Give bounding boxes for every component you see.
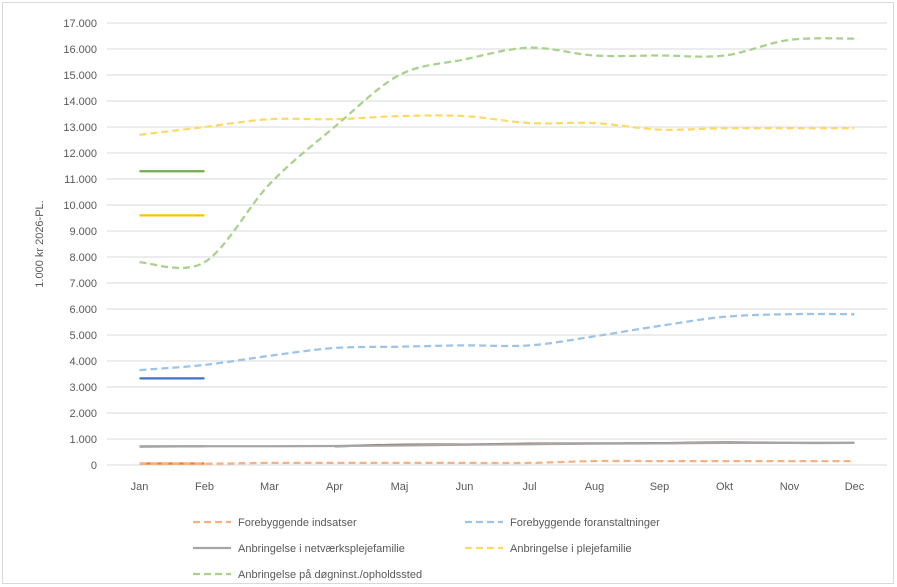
legend-label: Anbringelse i plejefamilie [510, 543, 632, 555]
x-tick-label: Aug [585, 481, 605, 493]
series-line [139, 114, 855, 136]
y-tick-label: 6.000 [69, 304, 97, 316]
series-lines [139, 37, 855, 465]
y-tick-label: 4.000 [69, 356, 97, 368]
x-tick-label: Mar [260, 481, 279, 493]
series-line [139, 441, 855, 448]
legend: Forebyggende indsatser Forebyggende foran… [193, 517, 660, 581]
y-tick-label: 17.000 [63, 18, 97, 30]
x-tick-label: Dec [845, 481, 865, 493]
x-tick-label: Sep [650, 481, 670, 493]
x-tick-label: Jun [456, 481, 474, 493]
y-tick-label: 8.000 [69, 252, 97, 264]
y-tick-label: 1.000 [69, 434, 97, 446]
y-tick-label: 0 [91, 460, 97, 472]
x-tick-label: Maj [391, 481, 409, 493]
y-axis-label: 1.000 kr 2026-PL. [34, 200, 46, 287]
y-tick-label: 9.000 [69, 226, 97, 238]
y-tick-label: 11.000 [64, 174, 97, 186]
y-tick-label: 16.000 [63, 44, 97, 56]
gridlines [107, 22, 887, 466]
x-tick-label: Jan [131, 481, 149, 493]
legend-label: Anbringelse på døgninst./opholdssted [238, 569, 422, 581]
x-tick-label: Nov [780, 481, 800, 493]
legend-label: Forebyggende foranstaltninger [510, 517, 660, 529]
x-tick-label: Jul [522, 481, 536, 493]
series-line [139, 459, 855, 465]
y-tick-label: 2.000 [69, 408, 97, 420]
y-tick-label: 13.000 [63, 122, 97, 134]
x-tick-label: Apr [326, 481, 343, 493]
extra-series [139, 170, 855, 465]
legend-label: Forebyggende indsatser [238, 517, 357, 529]
series-line [139, 37, 855, 270]
legend-label: Anbringelse i netværksplejefamilie [238, 543, 405, 555]
x-axis-ticks: Jan Feb Mar Apr Maj Jun Jul Aug Sep Okt Nov Dec [131, 481, 865, 493]
y-tick-label: 12.000 [63, 148, 97, 160]
line-chart: 0 1.000 2.000 3.000 4.000 5.000 6.000 7.000 8.00… [34, 18, 887, 581]
y-axis-ticks: 0 1.000 2.000 3.000 4.000 5.000 6.000 7.000 8.00… [63, 18, 97, 472]
y-tick-label: 14.000 [63, 96, 97, 108]
series-line [139, 312, 855, 372]
x-tick-label: Okt [716, 481, 733, 493]
y-tick-label: 7.000 [69, 278, 97, 290]
x-tick-label: Feb [195, 481, 214, 493]
y-tick-label: 5.000 [69, 330, 97, 342]
y-tick-label: 15.000 [63, 70, 97, 82]
y-tick-label: 10.000 [63, 200, 97, 212]
y-tick-label: 3.000 [69, 382, 97, 394]
